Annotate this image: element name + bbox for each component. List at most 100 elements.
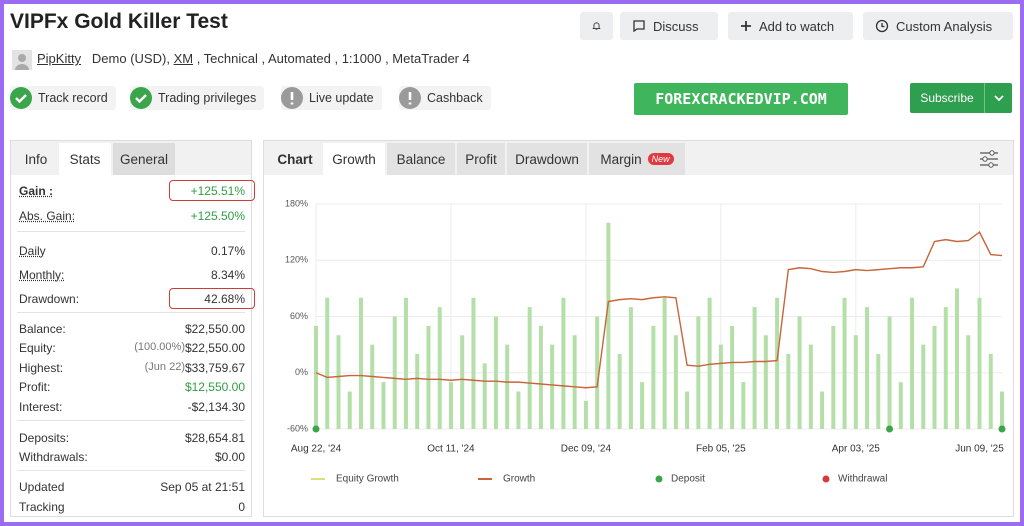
avatar	[12, 50, 32, 70]
bar	[505, 344, 510, 429]
x-tick-label: Apr 03, '25	[832, 444, 880, 455]
bar	[628, 307, 633, 429]
bar	[606, 222, 611, 429]
bar	[392, 316, 397, 429]
stat-note: (Jun 22)	[144, 361, 185, 373]
bar	[403, 297, 408, 429]
caret-icon	[993, 95, 1004, 101]
bar	[460, 335, 465, 429]
bar	[820, 391, 825, 429]
marker	[312, 425, 320, 433]
subscribe-label: Subscribe	[920, 91, 974, 105]
bar	[550, 344, 555, 429]
icon-circle	[10, 87, 32, 109]
bar	[538, 325, 543, 429]
subscribe-button[interactable]: Subscribe	[910, 83, 1012, 113]
button-label: Custom Analysis	[896, 18, 993, 34]
separator	[17, 470, 245, 471]
tab-label: Growth	[332, 151, 376, 167]
badge-label: Live update	[309, 91, 374, 105]
stats-tab[interactable]: General	[113, 143, 175, 175]
stat-value: $33,759.67	[184, 361, 245, 375]
bar	[527, 307, 532, 429]
bar	[932, 325, 937, 429]
chart-tab[interactable]: Chart	[272, 143, 318, 175]
bar	[876, 354, 881, 429]
badge-icon	[130, 87, 152, 109]
tab-label: Profit	[465, 151, 497, 167]
bar	[910, 297, 915, 429]
stat-value: +125.51%	[190, 184, 245, 198]
bar	[595, 316, 600, 429]
stat-label: Drawdown:	[19, 292, 80, 306]
tab-label: Chart	[277, 151, 313, 167]
chart-tab[interactable]: Balance	[387, 143, 455, 175]
badge-label: Trading privileges	[158, 91, 257, 105]
bar	[583, 400, 588, 429]
badge-label: Track record	[38, 91, 108, 105]
bar	[358, 297, 363, 429]
legend-swatch	[655, 475, 663, 483]
bar	[898, 382, 903, 429]
chart-tab[interactable]: Growth	[323, 143, 385, 175]
chart-tab[interactable]: Margin New	[589, 143, 685, 175]
legend-label: Equity Growth	[336, 474, 399, 485]
discuss-button[interactable]: Discuss	[620, 12, 718, 40]
bar	[325, 297, 330, 429]
plus-icon	[741, 21, 751, 31]
bar	[662, 297, 667, 429]
x-tick-label: Dec 09, '24	[561, 444, 612, 455]
watch-button[interactable]: Add to watch	[728, 12, 853, 40]
bar	[752, 307, 757, 429]
bar	[347, 391, 352, 429]
dropdown-caret[interactable]	[984, 83, 1012, 113]
stat-label: Abs. Gain:	[19, 209, 76, 223]
stat-value: -$2,134.30	[187, 400, 245, 414]
analysis-button[interactable]: Custom Analysis	[863, 12, 1013, 40]
chart-tab[interactable]: Profit	[457, 143, 505, 175]
chart-tab[interactable]: Drawdown	[507, 143, 587, 175]
bell-icon	[592, 22, 601, 30]
settings-icon[interactable]	[979, 150, 999, 168]
bell-button[interactable]	[580, 12, 613, 40]
stat-label: Gain :	[19, 184, 54, 198]
stats-tab[interactable]: Info	[24, 151, 48, 167]
bar	[741, 382, 746, 429]
broker-link[interactable]: XM	[173, 51, 194, 66]
highlight-box	[169, 288, 255, 309]
x-tick-label: Aug 22, '24	[291, 444, 342, 455]
stat-value: $28,654.81	[184, 431, 245, 445]
bar	[448, 382, 453, 429]
x-tick-label: Feb 05, '25	[696, 444, 746, 455]
bar	[955, 288, 960, 429]
bar	[808, 344, 813, 429]
badge-label: Cashback	[427, 91, 483, 105]
badge: Cashback	[399, 86, 491, 110]
owner-link[interactable]: PipKitty	[37, 51, 82, 66]
stat-value: $22,550.00	[184, 322, 245, 336]
bar	[314, 325, 318, 429]
stat-label: Balance:	[19, 322, 66, 336]
stat-value: 42.68%	[204, 292, 245, 306]
stat-label: Withdrawals:	[19, 450, 88, 464]
stats-panel: Info Stats General Gain : +125.51% Abs. Gain:…	[10, 140, 255, 517]
bar	[763, 335, 768, 429]
stats-tab[interactable]: Stats	[59, 143, 111, 175]
bar	[786, 354, 791, 429]
account-text: Demo (USD),	[91, 51, 170, 66]
bar	[921, 344, 926, 429]
stat-note: (100.00%)	[134, 341, 185, 353]
bar	[887, 316, 892, 429]
stat-value: $0.00	[214, 450, 245, 464]
stat-label: Monthly:	[19, 268, 65, 282]
y-tick-label: 180%	[285, 198, 308, 208]
bar	[673, 335, 678, 429]
bar	[1000, 391, 1004, 429]
legend-label: Growth	[503, 474, 535, 485]
bar	[685, 391, 690, 429]
bar	[493, 316, 498, 429]
legend-label: Deposit	[671, 474, 705, 485]
chat-icon	[633, 20, 645, 33]
